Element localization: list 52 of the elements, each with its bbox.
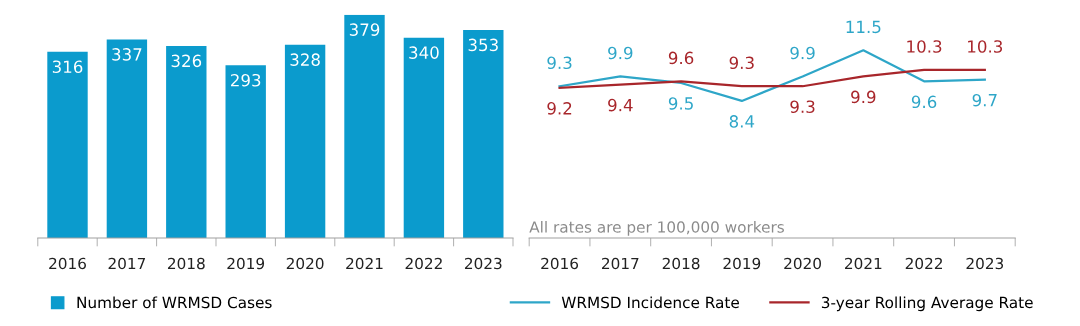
data-label: 9.4 — [608, 98, 633, 112]
data-label: 8.4 — [729, 115, 755, 128]
x-tick-label: 2019 — [723, 257, 761, 270]
bar — [344, 14, 385, 238]
x-tick-label: 2018 — [167, 257, 205, 270]
data-label: 340 — [409, 46, 439, 59]
x-tick-label: 2023 — [966, 257, 1004, 270]
x-tick-label: 2016 — [541, 257, 579, 270]
data-label: 10.3 — [968, 40, 1003, 53]
data-label: 10.3 — [907, 40, 942, 53]
data-label: 337 — [112, 48, 142, 61]
x-tick-label: 2021 — [346, 257, 383, 270]
bar — [284, 44, 326, 238]
data-label: 9.2 — [547, 102, 572, 115]
legend-label: Number of WRMSD Cases — [77, 296, 272, 309]
x-tick-label: 2020 — [784, 257, 821, 270]
bar — [47, 51, 88, 238]
x-tick-label: 2018 — [662, 257, 700, 270]
bar — [106, 39, 148, 238]
x-tick-label: 2019 — [227, 257, 265, 270]
data-label: 9.3 — [729, 56, 754, 70]
data-label: 328 — [290, 53, 320, 66]
x-tick-label: 2021 — [845, 257, 882, 270]
data-label: 353 — [468, 38, 498, 52]
x-tick-label: 2022 — [905, 257, 942, 270]
x-tick-label: 2017 — [108, 257, 146, 270]
bar — [225, 65, 266, 238]
bar — [166, 45, 207, 238]
data-label: 9.9 — [608, 46, 633, 60]
data-label: 379 — [349, 23, 380, 36]
bar — [403, 37, 445, 238]
data-label: 9.3 — [547, 56, 572, 70]
x-tick-label: 2023 — [464, 257, 502, 270]
data-label: 326 — [171, 54, 202, 68]
x-tick-label: 2020 — [286, 257, 324, 270]
data-label: 9.7 — [972, 93, 997, 107]
legend-label: 3-year Rolling Average Rate — [821, 296, 1033, 312]
data-label: 9.6 — [911, 95, 937, 109]
x-tick-label: 2022 — [405, 257, 442, 270]
data-label: 293 — [231, 73, 261, 87]
data-label: 9.9 — [851, 90, 876, 104]
bar — [463, 29, 504, 238]
data-label: 11.5 — [846, 20, 881, 34]
data-label: 316 — [52, 60, 83, 74]
x-tick-label: 2016 — [49, 257, 86, 270]
data-label: 9.5 — [668, 97, 693, 110]
legend-label: WRMSD Incidence Rate — [561, 296, 739, 309]
data-label: 9.3 — [790, 100, 815, 114]
x-tick-label: 2017 — [602, 257, 639, 270]
data-label: 9.6 — [668, 51, 694, 65]
data-label: 9.9 — [790, 46, 815, 60]
text: All rates are per 100,000 workers — [529, 220, 784, 236]
